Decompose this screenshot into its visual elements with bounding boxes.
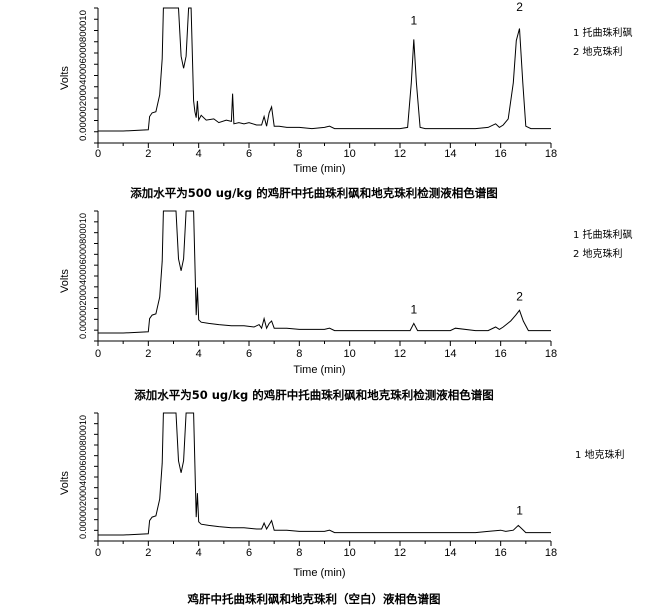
chart-panel-3: 0.00000200040006000800010 Volts 0 2 4 6 8 10 12 1… bbox=[59, 412, 625, 606]
chromatogram-trace bbox=[98, 210, 551, 334]
x-tick-label-0: 0 bbox=[95, 348, 101, 360]
y-axis-title: Volts bbox=[59, 66, 71, 90]
legend-entry: 1 地克珠利 bbox=[575, 448, 625, 461]
x-tick-label-4: 4 bbox=[196, 547, 202, 559]
figure-caption: 添加水平为500 ug/kg 的鸡肝中托曲珠利砜和地克珠利检测液相色谱图 bbox=[130, 186, 498, 200]
x-tick-label-10: 10 bbox=[344, 547, 356, 559]
x-tick-label-14: 14 bbox=[444, 148, 456, 160]
legend-entry: 1 托曲珠利砜 bbox=[573, 228, 633, 241]
x-tick-label-2: 2 bbox=[145, 148, 151, 160]
x-tick-label-0: 0 bbox=[95, 148, 101, 160]
peak-label-1: 1 bbox=[516, 503, 523, 517]
x-tick-label-14: 14 bbox=[444, 547, 456, 559]
x-tick-label-16: 16 bbox=[495, 547, 507, 559]
x-axis-title: Time (min) bbox=[293, 567, 345, 579]
x-axis-title: Time (min) bbox=[293, 163, 345, 175]
x-tick-label-18: 18 bbox=[545, 348, 557, 360]
x-tick-label-12: 12 bbox=[394, 348, 406, 360]
x-tick-label-6: 6 bbox=[246, 547, 252, 559]
legend-entry: 2 地克珠利 bbox=[573, 45, 623, 58]
x-tick-label-16: 16 bbox=[495, 148, 507, 160]
y-tick-labels: 0.00000200040006000800010 bbox=[78, 213, 88, 339]
x-tick-label-8: 8 bbox=[296, 348, 302, 360]
x-tick-label-16: 16 bbox=[495, 348, 507, 360]
x-tick-label-6: 6 bbox=[246, 348, 252, 360]
x-tick-label-8: 8 bbox=[296, 547, 302, 559]
peak-label-1: 1 bbox=[410, 302, 417, 316]
x-tick-label-12: 12 bbox=[394, 547, 406, 559]
chromatogram-trace bbox=[98, 7, 551, 132]
x-tick-label-18: 18 bbox=[545, 148, 557, 160]
x-tick-label-2: 2 bbox=[145, 547, 151, 559]
y-tick-labels: 0.00000200040006000800010 bbox=[78, 415, 88, 539]
x-tick-label-6: 6 bbox=[246, 148, 252, 160]
x-tick-label-4: 4 bbox=[196, 348, 202, 360]
peak-label-2: 2 bbox=[516, 289, 523, 303]
legend-entry: 2 地克珠利 bbox=[573, 247, 623, 260]
chromatogram-trace bbox=[98, 412, 551, 536]
x-tick-label-10: 10 bbox=[344, 148, 356, 160]
figure-caption: 鸡肝中托曲珠利砜和地克珠利（空白）液相色谱图 bbox=[187, 592, 441, 606]
legend-entry: 1 托曲珠利砜 bbox=[573, 26, 633, 39]
x-tick-label-2: 2 bbox=[145, 348, 151, 360]
figure-caption: 添加水平为50 ug/kg 的鸡肝中托曲珠利砜和地克珠利检测液相色谱图 bbox=[134, 388, 494, 402]
peak-label-1: 1 bbox=[410, 14, 417, 28]
x-tick-label-10: 10 bbox=[344, 348, 356, 360]
x-tick-label-12: 12 bbox=[394, 148, 406, 160]
x-tick-label-0: 0 bbox=[95, 547, 101, 559]
y-tick-labels: 0.00000200040006000800010 bbox=[78, 10, 88, 141]
x-tick-label-4: 4 bbox=[196, 148, 202, 160]
x-tick-label-14: 14 bbox=[444, 348, 456, 360]
x-tick-label-18: 18 bbox=[545, 547, 557, 559]
peak-label-2: 2 bbox=[516, 0, 523, 14]
x-tick-label-8: 8 bbox=[296, 148, 302, 160]
y-axis-title: Volts bbox=[59, 269, 71, 293]
x-axis-title: Time (min) bbox=[293, 364, 345, 376]
y-axis-title: Volts bbox=[59, 471, 71, 495]
